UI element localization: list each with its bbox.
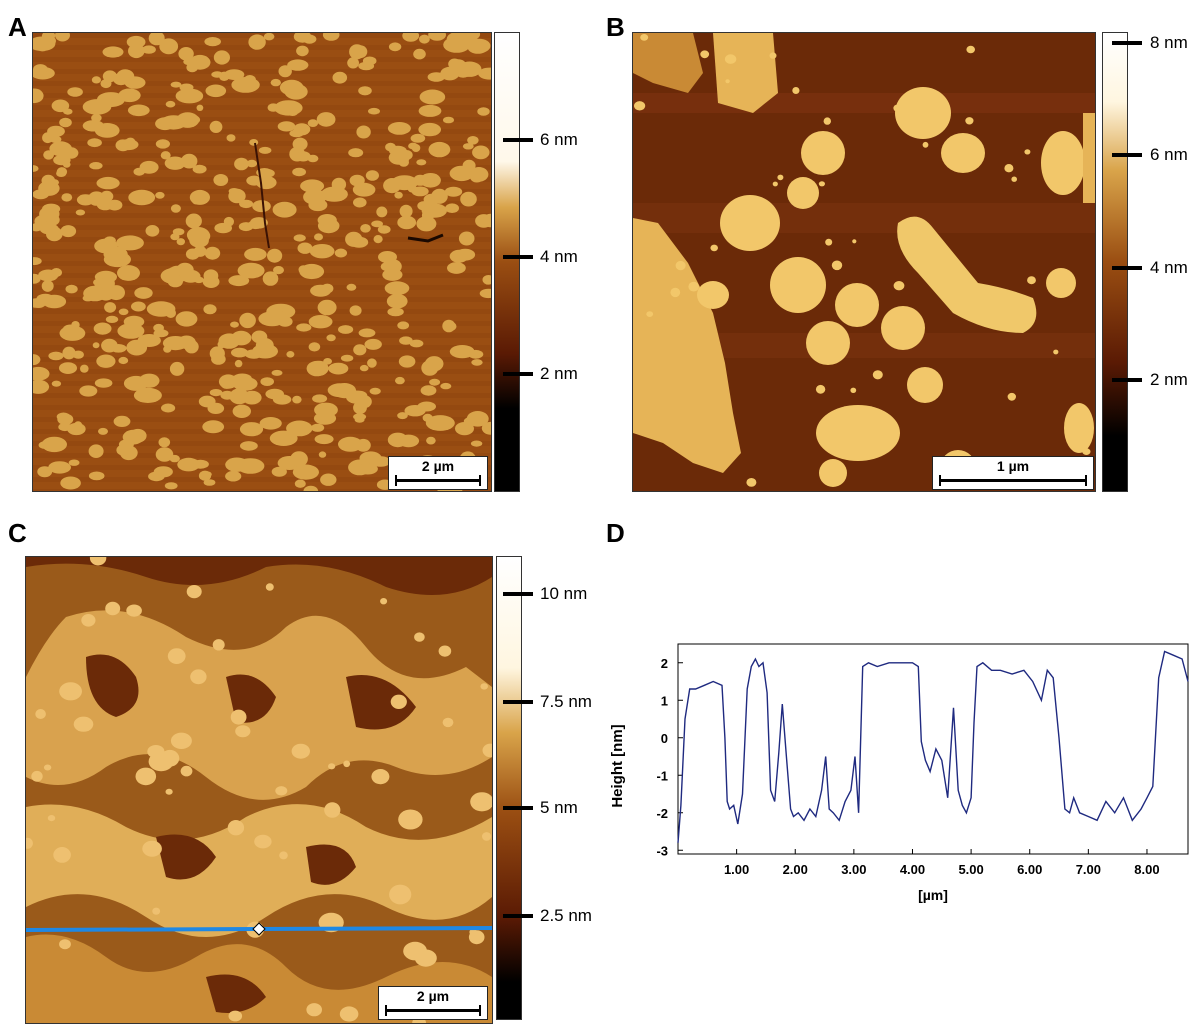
y-tick-label: 1 [661,693,668,708]
colorbar-c-label-7.5: 7.5 nm [540,692,592,711]
colorbar-b-tick-8 [1112,41,1142,45]
colorbar-a-label-4: 4 nm [540,247,578,266]
scale-bar-a: 2 µm [388,456,488,490]
colorbar-b-label-8: 8 nm [1150,33,1188,52]
colorbar-b-label-4: 4 nm [1150,258,1188,277]
colorbar-c-tick-2.5 [503,914,533,918]
y-tick-label: -2 [656,806,668,821]
colorbar-c-tick-10 [503,592,533,596]
colorbar-c-label-10: 10 nm [540,584,588,603]
afm-image-b-texture [633,33,1095,491]
y-tick-label: 0 [661,731,668,746]
scale-bar-c-label: 2 µm [416,988,450,1004]
colorbar-c-tick-5 [503,806,533,810]
colorbar-b-label-2: 2 nm [1150,370,1188,389]
height-profile-chart: 2 1 0 -1 -2 -3 1.00 2.00 3.00 4.00 5.00 6.00 7.00 8.… [610,643,1189,903]
colorbar-b-label-6: 6 nm [1150,145,1188,164]
panel-d-letter: D [606,518,625,548]
colorbar-b-tick-4 [1112,266,1142,270]
afm-image-c-texture [26,557,492,1023]
colorbar-c [496,556,522,1020]
colorbar-c-tick-7.5 [503,700,533,704]
height-profile-series [677,650,1189,843]
afm-image-c [25,556,493,1024]
colorbar-c-label-2.5: 2.5 nm [540,906,592,925]
scale-bar-b: 1 µm [932,456,1094,490]
x-tick-label: 3.00 [841,862,866,877]
afm-image-b [632,32,1096,492]
x-tick-label: 4.00 [900,862,925,877]
x-axis-label: [µm] [918,887,948,903]
x-tick-label: 2.00 [783,862,808,877]
colorbar-a-tick-6 [503,138,533,142]
colorbar-c-label-5: 5 nm [540,798,578,817]
panel-a-letter: A [8,12,27,42]
colorbar-a-tick-2 [503,372,533,376]
scale-bar-c: 2 µm [378,986,488,1020]
y-axis-label: Height [nm] [610,724,626,807]
afm-image-a-texture [33,33,491,491]
scale-bar-b-label: 1 µm [996,458,1030,474]
x-tick-label: 6.00 [1017,862,1042,877]
scale-bar-c-line [385,1005,481,1016]
y-tick-label: -1 [656,768,668,783]
plot-frame [677,643,1189,855]
x-tick-label: 7.00 [1076,862,1101,877]
x-tick-label: 8.00 [1134,862,1159,877]
scale-bar-b-line [939,475,1087,486]
scale-bar-a-line [395,475,481,486]
colorbar-a-tick-4 [503,255,533,259]
colorbar-a-label-6: 6 nm [540,130,578,149]
panel-c-letter: C [8,518,27,548]
colorbar-b-tick-2 [1112,378,1142,382]
afm-image-a [32,32,492,492]
x-tick-label: 1.00 [724,862,749,877]
y-tick-label: 2 [661,656,668,671]
colorbar-a [494,32,520,492]
scale-bar-a-label: 2 µm [421,458,455,474]
y-tick-label: -3 [656,843,668,858]
x-tick-label: 5.00 [958,862,983,877]
colorbar-b [1102,32,1128,492]
colorbar-b-tick-6 [1112,153,1142,157]
colorbar-a-label-2: 2 nm [540,364,578,383]
panel-b-letter: B [606,12,625,42]
